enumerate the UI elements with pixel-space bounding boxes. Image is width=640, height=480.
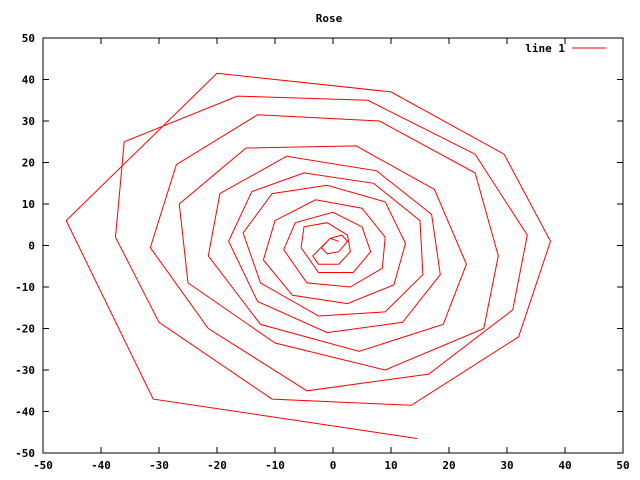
x-tick-label: 0 — [330, 459, 337, 472]
plot-frame — [42, 37, 624, 454]
legend: line 1 — [525, 42, 606, 55]
y-axis: -50 -40 -30 -20 -10 0 10 20 30 40 50 — [15, 32, 623, 460]
y-tick-label: -30 — [15, 364, 35, 377]
legend-label-line-1: line 1 — [525, 42, 565, 55]
x-tick-label: 40 — [558, 459, 571, 472]
x-tick-label: -20 — [207, 459, 227, 472]
y-tick-label: 20 — [22, 157, 35, 170]
x-tick-label: -30 — [149, 459, 169, 472]
x-tick-label: 10 — [384, 459, 397, 472]
x-tick-label: 50 — [616, 459, 629, 472]
series-line-1 — [65, 72, 552, 439]
x-axis: -50 -40 -30 -20 -10 0 10 20 30 40 50 — [33, 38, 630, 472]
x-tick-label: 30 — [500, 459, 513, 472]
x-tick-label: -10 — [265, 459, 285, 472]
y-tick-label: 0 — [28, 240, 35, 253]
y-tick-label: -40 — [15, 406, 35, 419]
series-layer — [65, 72, 552, 439]
y-tick-label: 50 — [22, 32, 35, 45]
x-tick-label: -50 — [33, 459, 53, 472]
y-tick-label: -10 — [15, 281, 35, 294]
y-tick-label: 10 — [22, 198, 35, 211]
y-tick-label: -20 — [15, 323, 35, 336]
y-tick-label: -50 — [15, 447, 35, 460]
x-tick-label: -40 — [91, 459, 111, 472]
x-tick-label: 20 — [442, 459, 455, 472]
y-tick-label: 40 — [22, 74, 35, 87]
plot-border — [42, 37, 624, 454]
chart-title: Rose — [316, 12, 343, 25]
y-tick-label: 30 — [22, 115, 35, 128]
